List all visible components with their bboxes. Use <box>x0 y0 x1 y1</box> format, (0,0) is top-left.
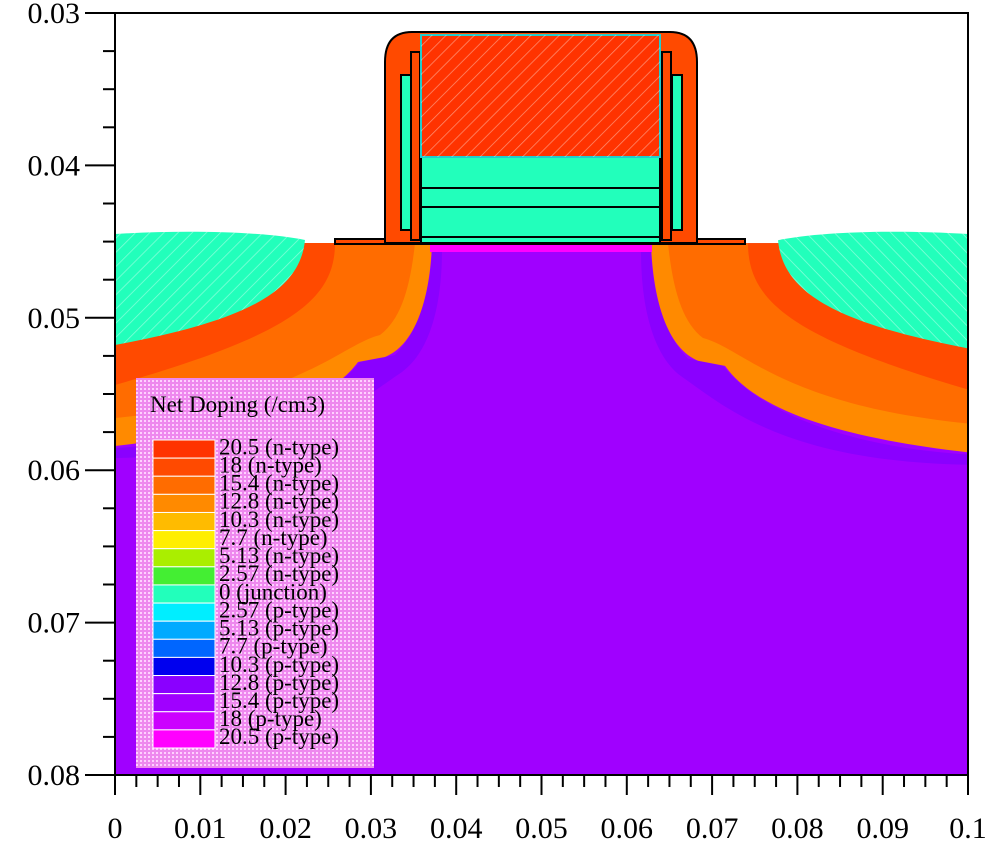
x-tick-label: 0.02 <box>259 812 312 845</box>
spacer-liner <box>661 51 672 241</box>
legend-label: 7.7 (p-type) <box>219 634 328 659</box>
y-tick-label: 0.03 <box>28 0 81 30</box>
plot-area <box>115 31 968 775</box>
legend-label: 20.5 (p-type) <box>219 724 339 749</box>
legend-swatch <box>152 457 216 477</box>
legend-swatch <box>152 584 216 604</box>
x-tick-label: 0.08 <box>771 812 824 845</box>
legend-swatch <box>152 602 216 622</box>
legend-label: 12.8 (n-type) <box>219 489 339 514</box>
x-tick-label: 0.04 <box>430 812 483 845</box>
legend-label: 10.3 (p-type) <box>219 652 339 677</box>
legend-swatch <box>152 530 216 550</box>
legend-swatch <box>152 711 216 731</box>
legend-label: 18 (n-type) <box>219 452 322 477</box>
legend-label: 15.4 (n-type) <box>219 471 339 496</box>
hatch <box>421 35 660 157</box>
x-tick-label: 0.01 <box>174 812 227 845</box>
legend-swatch <box>152 656 216 677</box>
legend-label: 18 (p-type) <box>219 706 322 731</box>
x-tick-label: 0.05 <box>515 812 568 845</box>
x-tick-label: 0.09 <box>856 812 909 845</box>
legend-swatch <box>152 729 216 749</box>
legend-swatch <box>152 566 216 586</box>
legend-title: Net Doping (/cm3) <box>150 392 325 417</box>
legend-swatch <box>152 693 216 713</box>
axes: 0.03 0.04 0.05 0.06 0.07 0.08 0 0.01 0.02 0.03 0.0… <box>28 0 987 845</box>
spacer-liner <box>400 74 412 231</box>
legend-swatch <box>152 548 216 568</box>
legend-label: 15.4 (p-type) <box>219 688 339 713</box>
hatch <box>778 231 968 349</box>
legend-swatch <box>152 638 216 658</box>
x-tick-label: 0 <box>108 812 123 845</box>
legend-swatch <box>152 675 216 695</box>
legend-label: 2.57 (n-type) <box>219 561 339 586</box>
legend-swatch <box>152 493 216 513</box>
legend-label: 5.13 (n-type) <box>219 543 339 568</box>
legend: Net Doping (/cm3) 20.5 (n-type)18 (n-typ… <box>136 378 374 768</box>
region <box>641 250 968 465</box>
legend-label: 20.5 (n-type) <box>219 434 339 459</box>
y-tick-label: 0.04 <box>28 149 81 182</box>
x-tick-label: 0.1 <box>949 812 987 845</box>
channel-surface <box>430 245 652 252</box>
legend-label: 5.13 (p-type) <box>219 616 339 641</box>
legend-label: 0 (junction) <box>219 579 327 604</box>
y-tick-label: 0.06 <box>28 454 81 487</box>
drain <box>641 231 968 465</box>
y-tick-label: 0.08 <box>28 759 81 792</box>
spacer-liner <box>671 74 683 231</box>
legend-label: 7.7 (n-type) <box>219 525 328 550</box>
x-tick-label: 0.06 <box>601 812 654 845</box>
legend-swatch <box>152 620 216 640</box>
y-tick-label: 0.07 <box>28 607 81 640</box>
y-tick-label: 0.05 <box>28 302 81 335</box>
hatch <box>115 231 305 345</box>
legend-swatch <box>152 475 216 495</box>
legend-label: 10.3 (n-type) <box>219 507 339 532</box>
legend-label: 2.57 (p-type) <box>219 597 339 622</box>
legend-swatch <box>152 511 216 532</box>
gate-stack <box>420 156 661 244</box>
legend-label: 12.8 (p-type) <box>219 670 339 695</box>
legend-swatch <box>152 439 216 459</box>
x-tick-label: 0.07 <box>686 812 739 845</box>
x-tick-label: 0.03 <box>345 812 398 845</box>
spacer-liner <box>410 51 421 241</box>
